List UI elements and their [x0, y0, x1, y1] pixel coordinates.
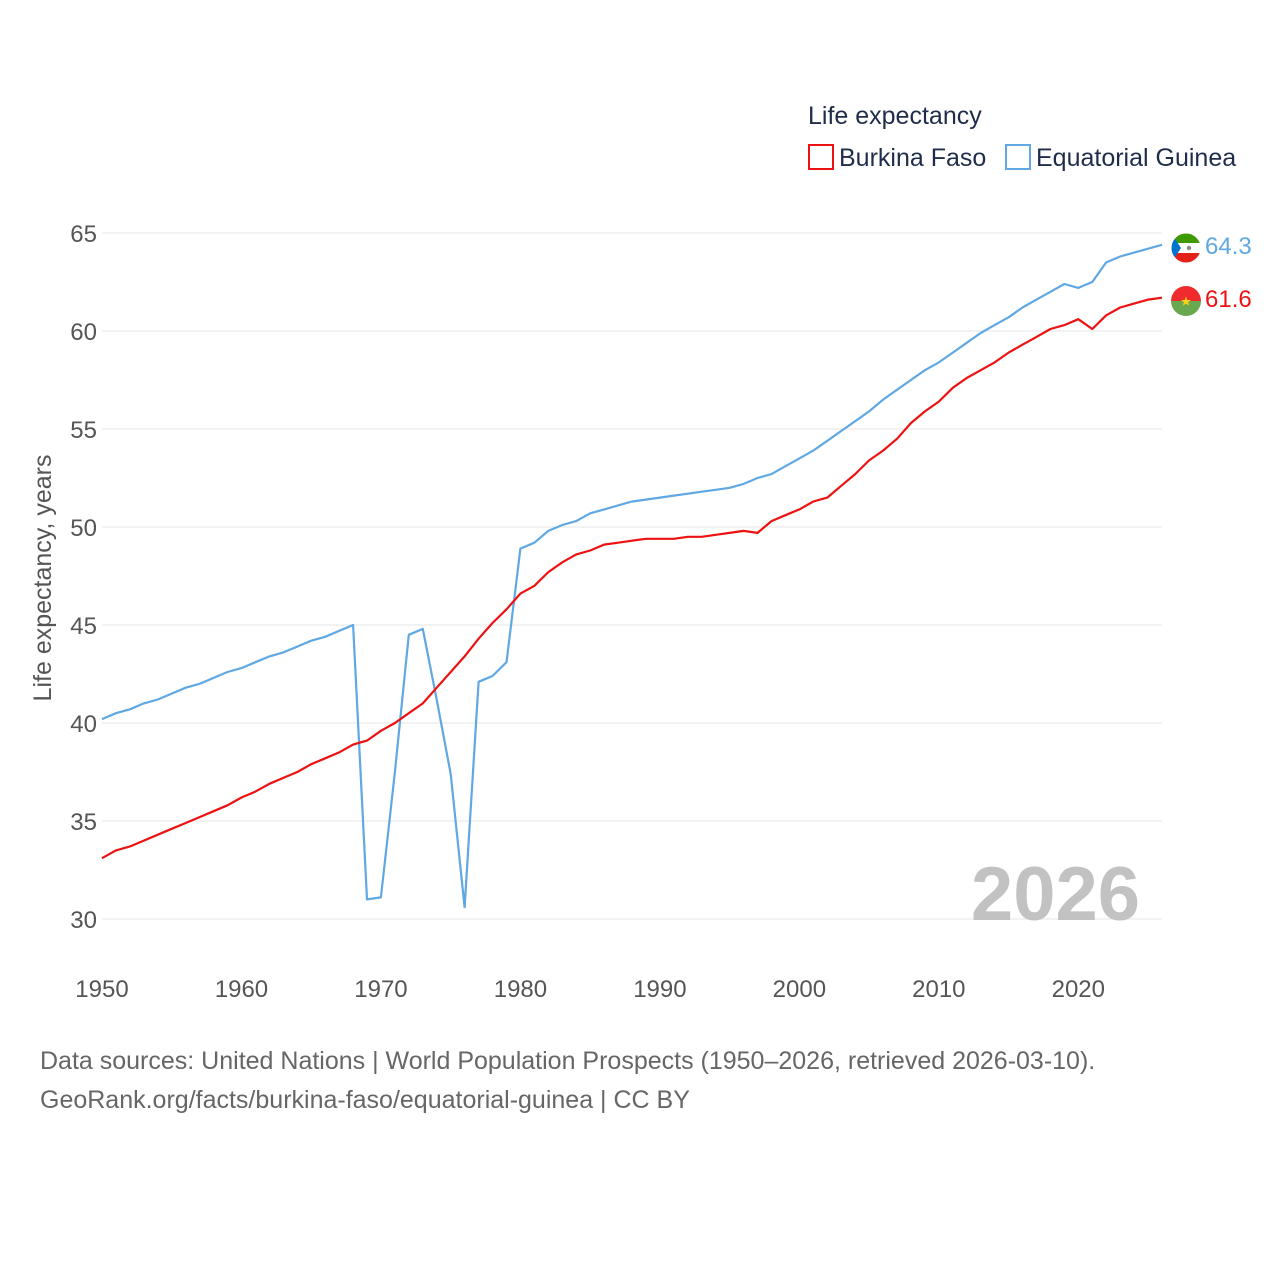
- legend-item-burkina-faso[interactable]: Burkina Faso: [808, 144, 986, 172]
- end-label-equatorial-guinea: 64.3: [1205, 233, 1252, 260]
- y-axis-label: Life expectancy, years: [29, 455, 57, 702]
- source-link[interactable]: GeoRank.org/facts/burkina-faso/equatoria…: [40, 1086, 690, 1114]
- end-label-burkina-faso: 61.6: [1205, 286, 1252, 313]
- x-tick-label: 1980: [494, 976, 547, 1003]
- series-line-equatorial-guinea[interactable]: [101, 243, 1163, 909]
- data-source-text: Data sources: United Nations | World Pop…: [40, 1047, 1096, 1075]
- gridlines: [102, 232, 1162, 920]
- legend-item-equatorial-guinea[interactable]: Equatorial Guinea: [1005, 144, 1236, 172]
- y-axis-ticks: 30 35 40 45 50 55 60 65: [70, 221, 97, 934]
- footer: Data sources: United Nations | World Pop…: [40, 1042, 1095, 1120]
- legend-label-equatorial-guinea: Equatorial Guinea: [1036, 144, 1236, 172]
- legend-label-burkina-faso: Burkina Faso: [839, 144, 986, 172]
- x-tick-label: 1990: [633, 976, 686, 1003]
- y-tick-label: 30: [70, 907, 97, 934]
- legend-title: Life expectancy: [808, 102, 982, 130]
- x-tick-label: 2010: [912, 976, 965, 1003]
- legend-swatch-burkina-faso: [808, 144, 834, 170]
- y-tick-label: 55: [70, 417, 97, 444]
- series-line-burkina-faso[interactable]: [101, 296, 1163, 860]
- y-tick-label: 50: [70, 515, 97, 542]
- y-tick-label: 40: [70, 711, 97, 738]
- equatorial-guinea-flag-border: [1170, 232, 1202, 264]
- legend-swatch-equatorial-guinea: [1005, 144, 1031, 170]
- x-tick-label: 1950: [75, 976, 128, 1003]
- x-tick-label: 2000: [773, 976, 826, 1003]
- x-tick-label: 1970: [354, 976, 407, 1003]
- x-axis-ticks: 1950 1960 1970 1980 1990 2000 2010 2020: [75, 976, 1105, 1003]
- y-tick-label: 45: [70, 613, 97, 640]
- x-tick-label: 2020: [1052, 976, 1105, 1003]
- y-tick-label: 65: [70, 221, 97, 248]
- year-watermark: 2026: [971, 852, 1140, 937]
- y-tick-label: 35: [70, 809, 97, 836]
- x-tick-label: 1960: [215, 976, 268, 1003]
- y-tick-label: 60: [70, 319, 97, 346]
- burkina-faso-flag-icon: [1171, 286, 1201, 316]
- life-expectancy-chart: Life expectancy Burkina Faso Equatorial …: [29, 102, 1252, 1003]
